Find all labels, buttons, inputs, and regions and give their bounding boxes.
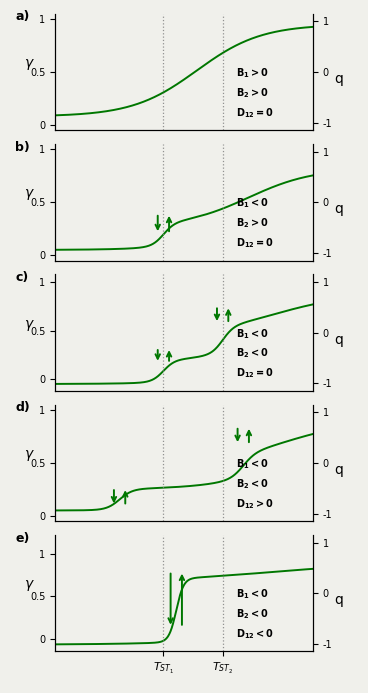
Text: b): b) bbox=[15, 141, 30, 154]
Y-axis label: $\gamma$: $\gamma$ bbox=[24, 317, 35, 333]
Y-axis label: q: q bbox=[334, 72, 343, 86]
Text: d): d) bbox=[15, 401, 30, 414]
Y-axis label: q: q bbox=[334, 593, 343, 607]
Y-axis label: q: q bbox=[334, 463, 343, 477]
Text: $\mathbf{B_1>0}$
$\mathbf{B_2>0}$
$\mathbf{D_{12}=0}$: $\mathbf{B_1>0}$ $\mathbf{B_2>0}$ $\math… bbox=[236, 67, 274, 120]
Text: a): a) bbox=[15, 10, 30, 24]
Text: $\mathbf{B_1<0}$
$\mathbf{B_2>0}$
$\mathbf{D_{12}=0}$: $\mathbf{B_1<0}$ $\mathbf{B_2>0}$ $\math… bbox=[236, 197, 274, 250]
Text: e): e) bbox=[15, 532, 30, 545]
Text: $\mathbf{B_1<0}$
$\mathbf{B_2<0}$
$\mathbf{D_{12}=0}$: $\mathbf{B_1<0}$ $\mathbf{B_2<0}$ $\math… bbox=[236, 327, 274, 380]
Y-axis label: $\gamma$: $\gamma$ bbox=[24, 57, 35, 72]
Y-axis label: q: q bbox=[334, 333, 343, 346]
Y-axis label: $\gamma$: $\gamma$ bbox=[24, 448, 35, 463]
Y-axis label: $\gamma$: $\gamma$ bbox=[24, 187, 35, 202]
Y-axis label: q: q bbox=[334, 202, 343, 216]
Text: c): c) bbox=[15, 271, 29, 284]
Text: $\mathbf{B_1<0}$
$\mathbf{B_2<0}$
$\mathbf{D_{12}<0}$: $\mathbf{B_1<0}$ $\mathbf{B_2<0}$ $\math… bbox=[236, 588, 274, 641]
Y-axis label: $\gamma$: $\gamma$ bbox=[24, 578, 35, 593]
Text: $\mathbf{B_1<0}$
$\mathbf{B_2<0}$
$\mathbf{D_{12}>0}$: $\mathbf{B_1<0}$ $\mathbf{B_2<0}$ $\math… bbox=[236, 457, 274, 511]
